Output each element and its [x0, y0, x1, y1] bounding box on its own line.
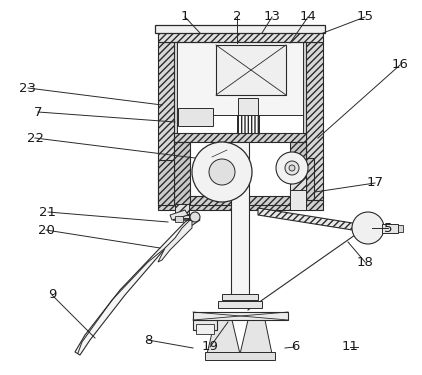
Text: 7: 7	[34, 105, 42, 118]
Text: 20: 20	[38, 224, 54, 237]
Text: 21: 21	[40, 206, 57, 219]
Bar	[196, 324, 214, 334]
Circle shape	[289, 165, 295, 171]
Circle shape	[209, 159, 235, 185]
Text: 14: 14	[300, 10, 316, 24]
Text: 13: 13	[263, 10, 281, 24]
Circle shape	[192, 142, 252, 202]
Polygon shape	[258, 208, 365, 232]
Bar	[158, 160, 174, 205]
Bar	[174, 196, 306, 205]
Polygon shape	[158, 218, 192, 262]
Circle shape	[190, 212, 200, 222]
Bar	[222, 294, 258, 300]
Bar	[155, 25, 325, 33]
Polygon shape	[75, 215, 200, 355]
Text: 15: 15	[357, 10, 373, 24]
Text: 22: 22	[27, 132, 43, 144]
Bar	[175, 216, 183, 222]
Bar	[398, 225, 403, 232]
Bar	[306, 42, 323, 200]
Text: 18: 18	[357, 255, 373, 268]
Bar	[193, 312, 288, 320]
Bar	[174, 42, 304, 115]
Bar	[174, 133, 306, 142]
Bar	[174, 42, 177, 200]
Text: 19: 19	[202, 340, 219, 354]
Bar	[290, 190, 306, 210]
Text: 23: 23	[19, 81, 36, 94]
Bar	[158, 32, 323, 42]
Polygon shape	[170, 210, 188, 220]
Bar	[231, 142, 249, 295]
Bar	[290, 142, 306, 205]
Bar	[290, 165, 306, 205]
Bar	[193, 316, 217, 330]
Text: 5: 5	[384, 222, 392, 234]
Text: 2: 2	[233, 10, 241, 24]
Bar	[306, 158, 314, 200]
Polygon shape	[240, 320, 272, 354]
Bar	[216, 45, 286, 95]
Bar	[175, 204, 189, 218]
Circle shape	[352, 212, 384, 244]
Polygon shape	[207, 320, 240, 354]
Bar	[174, 142, 190, 205]
Text: 9: 9	[48, 288, 56, 302]
Text: 17: 17	[366, 177, 384, 189]
Bar	[382, 224, 398, 233]
Text: 16: 16	[392, 58, 408, 72]
Bar	[158, 42, 174, 200]
Bar	[205, 352, 275, 360]
Bar	[158, 200, 323, 210]
Circle shape	[285, 161, 299, 175]
Bar	[237, 115, 259, 133]
Bar	[303, 42, 306, 200]
Text: 11: 11	[341, 340, 359, 354]
Text: 8: 8	[144, 333, 152, 346]
Circle shape	[276, 152, 308, 184]
Text: 1: 1	[181, 10, 189, 24]
Bar	[238, 98, 258, 115]
Text: 6: 6	[291, 340, 299, 354]
Bar	[178, 108, 213, 126]
Bar	[218, 301, 262, 308]
